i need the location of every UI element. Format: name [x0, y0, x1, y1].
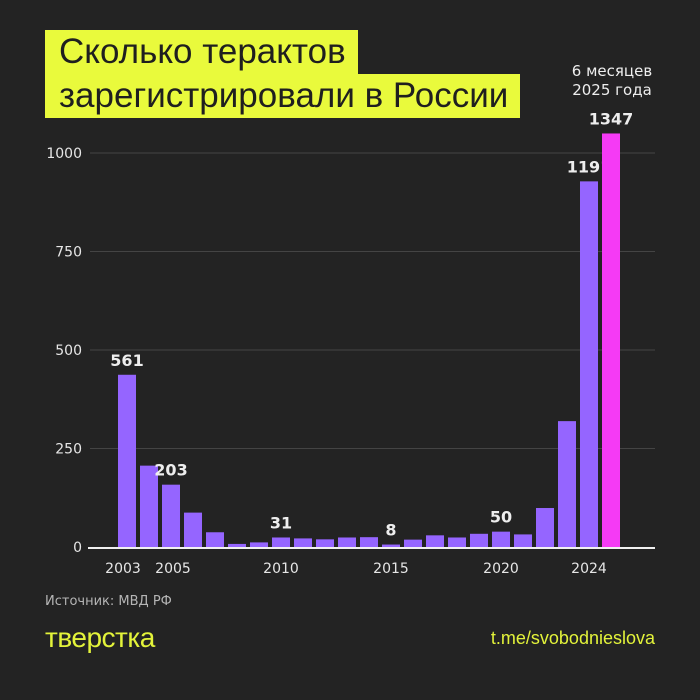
bar-2003	[118, 374, 136, 547]
x-tick-label-2024: 2024	[571, 561, 607, 577]
y-tick-label: 750	[55, 245, 82, 261]
annotation-line-2: 2025 года	[572, 81, 652, 99]
bar-2014	[360, 537, 378, 547]
bar-2015	[382, 544, 400, 547]
bar-2016	[404, 539, 422, 547]
data-label-2025: 1347	[589, 109, 634, 128]
data-label-2020: 50	[490, 508, 512, 527]
annotation-2025: 6 месяцев 2025 года	[560, 62, 664, 100]
bar-2020	[492, 531, 510, 547]
bar-2013	[338, 537, 356, 547]
bar-2007	[206, 532, 224, 547]
y-tick-label: 500	[55, 343, 82, 359]
y-tick-label: 1000	[46, 146, 82, 162]
bar-2009	[250, 542, 268, 547]
logo: тверстка	[45, 622, 155, 653]
y-tick-label: 0	[73, 540, 82, 556]
y-tick-label: 250	[55, 442, 82, 458]
bar-2006	[184, 512, 202, 547]
bar-2018	[448, 537, 466, 547]
x-tick-label-2005: 2005	[155, 561, 191, 577]
bar-2004	[140, 465, 158, 547]
data-label-2015: 8	[385, 521, 396, 540]
bar-2017	[426, 535, 444, 547]
data-label-2005: 203	[154, 461, 187, 480]
bar-2021	[514, 534, 532, 547]
data-label-2024: 1191	[567, 157, 612, 176]
x-tick-label-2010: 2010	[263, 561, 299, 577]
title-line-2: зарегистрировали в России	[45, 74, 521, 118]
bar-2025	[602, 133, 620, 547]
bar-2019	[470, 533, 488, 547]
bar-2012	[316, 539, 334, 547]
bar-2023	[558, 421, 576, 547]
x-tick-label-2003: 2003	[105, 561, 141, 577]
annotation-line-1: 6 месяцев	[571, 62, 653, 80]
bar-2011	[294, 538, 312, 547]
data-label-2010: 31	[270, 513, 292, 532]
chart-title: Сколько терактов зарегистрировали в Росс…	[45, 30, 521, 118]
bar-2022	[536, 508, 554, 547]
x-tick-label-2015: 2015	[373, 561, 409, 577]
bar-2008	[228, 543, 246, 547]
x-tick-label-2020: 2020	[483, 561, 519, 577]
source-note: Источник: МВД РФ	[45, 594, 172, 609]
bar-2005	[162, 484, 180, 547]
bar-2010	[272, 537, 290, 547]
telegram-link[interactable]: t.me/svobodnieslova	[490, 628, 655, 648]
data-label-2003: 561	[110, 351, 143, 370]
title-line-1: Сколько терактов	[45, 30, 358, 74]
bar-2024	[580, 181, 598, 547]
